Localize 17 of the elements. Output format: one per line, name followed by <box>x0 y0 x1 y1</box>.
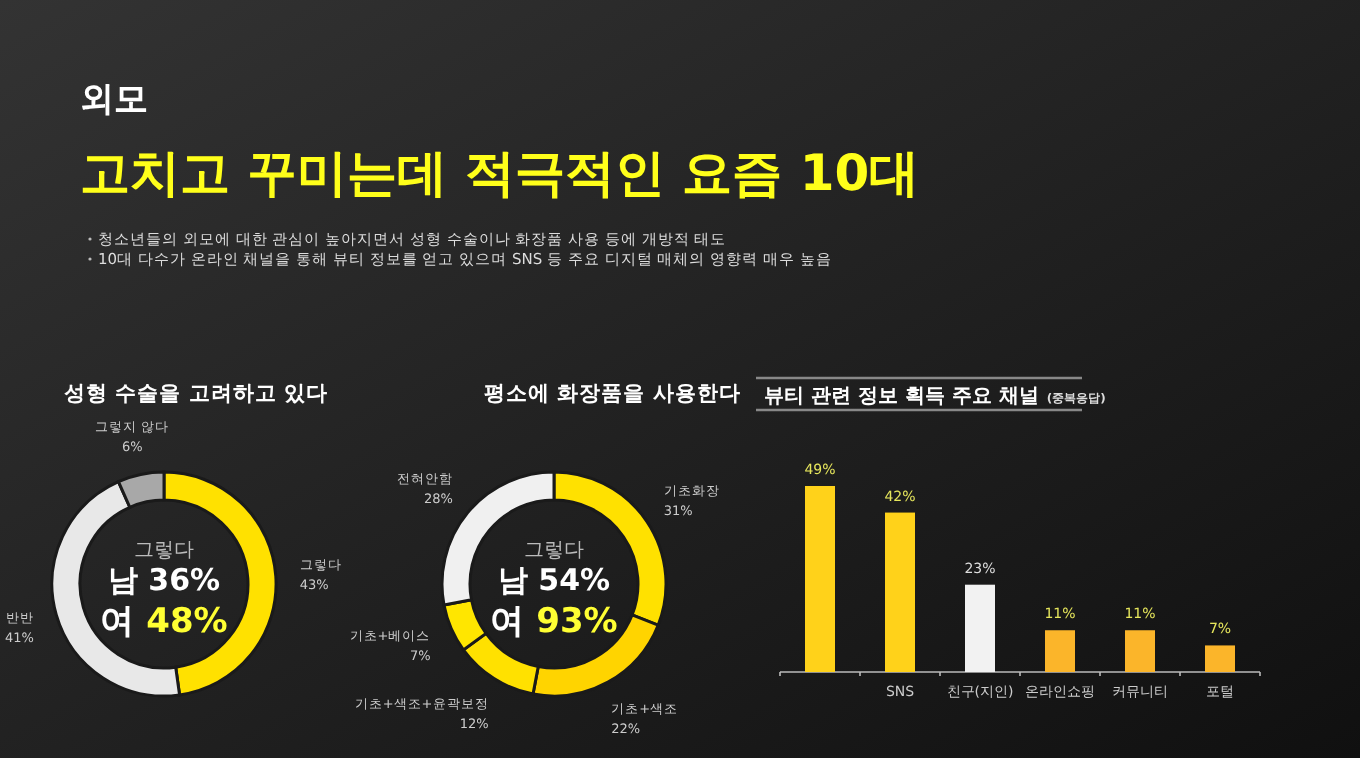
text: 여 48% <box>100 602 228 642</box>
text: 그렇다 <box>134 540 194 562</box>
text: 남 54% <box>497 562 611 598</box>
chart-title: 뷰티 관련 정보 획득 주요 채널 <box>764 386 1039 408</box>
bar <box>1045 630 1075 672</box>
text: 여 93% <box>490 602 618 642</box>
chart-title: 평소에 화장품을 사용한다 <box>484 382 741 406</box>
bar <box>885 512 915 672</box>
chart-title: 성형 수술을 고려하고 있다 <box>64 382 328 406</box>
bar <box>1125 630 1155 672</box>
text: 고치고 꾸미는데 적극적인 요즘 10대 <box>80 144 920 202</box>
text: 외모 <box>80 80 148 120</box>
bar <box>965 584 995 672</box>
bar <box>1205 645 1235 672</box>
bar <box>805 486 835 672</box>
text: 남 36% <box>107 562 221 598</box>
text: 그렇다 <box>524 540 584 562</box>
